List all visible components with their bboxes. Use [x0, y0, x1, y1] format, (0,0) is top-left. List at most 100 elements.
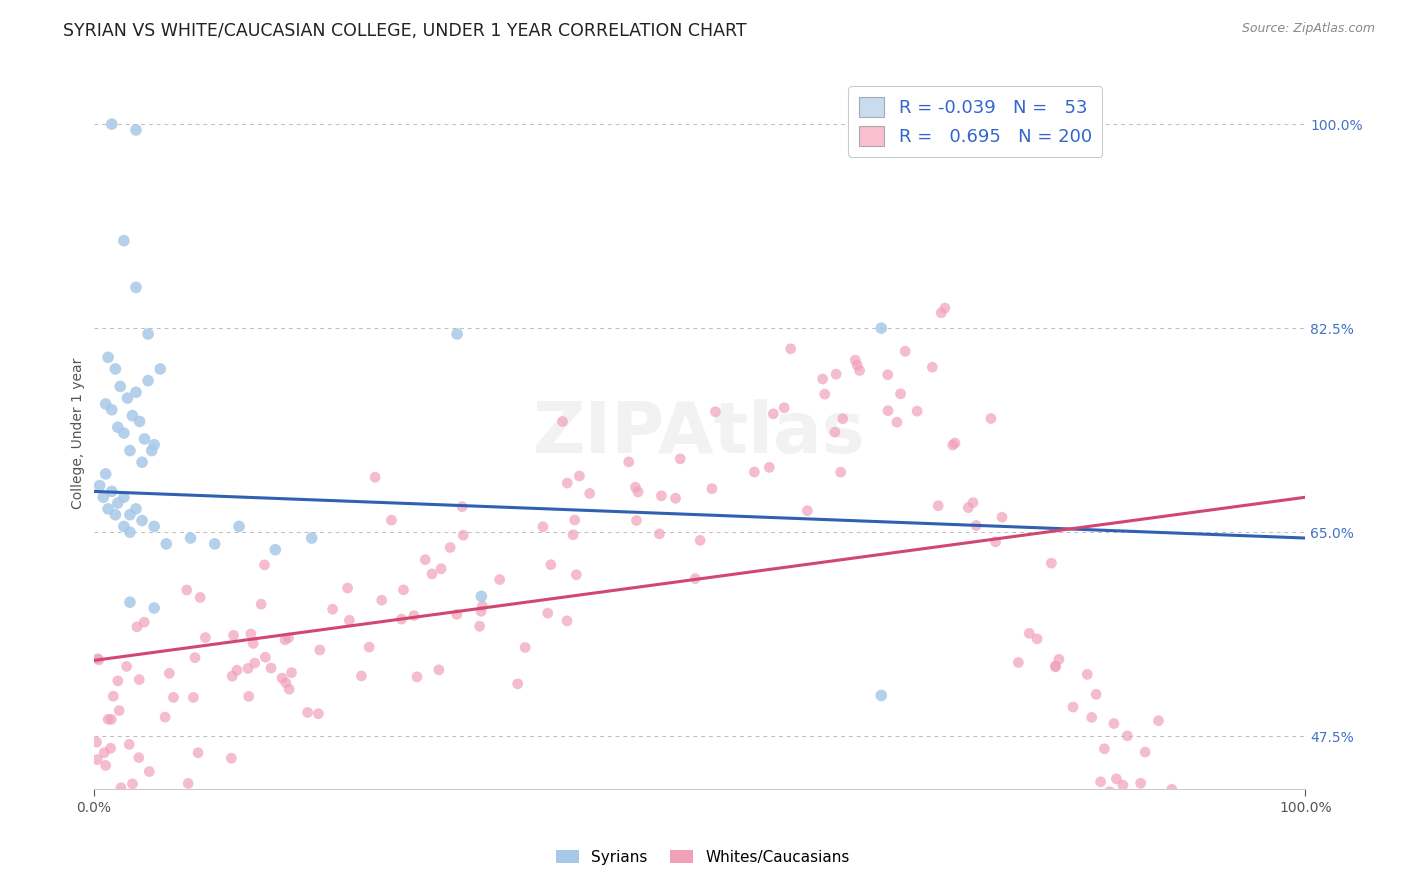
Point [278, 682, 301, 697]
Point [337, 613, 360, 627]
Point [301, 531, 323, 545]
Point [1047, 652, 1070, 666]
Point [984, 534, 1007, 549]
Point [125, 385, 148, 400]
Point [128, 750, 150, 764]
Point [180, 531, 202, 545]
Point [991, 510, 1014, 524]
Point [94, 397, 117, 411]
Point [1090, 774, 1112, 789]
Point [125, 797, 148, 812]
Point [1045, 659, 1067, 673]
Point [131, 514, 153, 528]
Point [89, 478, 111, 492]
Point [704, 405, 727, 419]
Point [779, 342, 801, 356]
Point [957, 500, 980, 515]
Point [870, 321, 893, 335]
Point [742, 465, 765, 479]
Point [758, 460, 780, 475]
Point [905, 404, 928, 418]
Point [648, 527, 671, 541]
Point [392, 582, 415, 597]
Point [131, 796, 153, 810]
Point [100, 484, 122, 499]
Point [91, 825, 114, 839]
Point [100, 402, 122, 417]
Point [391, 612, 413, 626]
Point [562, 528, 585, 542]
Point [1178, 870, 1201, 884]
Point [236, 661, 259, 675]
Point [308, 643, 330, 657]
Point [107, 673, 129, 688]
Point [177, 776, 200, 790]
Point [470, 604, 492, 618]
Point [1026, 632, 1049, 646]
Point [877, 403, 900, 417]
Point [364, 470, 387, 484]
Point [1076, 667, 1098, 681]
Point [1143, 808, 1166, 822]
Point [773, 401, 796, 415]
Point [531, 520, 554, 534]
Point [112, 519, 135, 533]
Point [1192, 819, 1215, 833]
Point [1125, 813, 1147, 827]
Point [451, 500, 474, 514]
Point [762, 407, 785, 421]
Point [848, 363, 870, 377]
Point [125, 502, 148, 516]
Point [254, 650, 277, 665]
Point [143, 601, 166, 615]
Point [322, 602, 344, 616]
Point [112, 490, 135, 504]
Point [107, 496, 129, 510]
Point [125, 620, 148, 634]
Point [359, 640, 381, 654]
Point [134, 432, 156, 446]
Point [814, 387, 837, 401]
Point [100, 117, 122, 131]
Point [1133, 745, 1156, 759]
Point [1201, 876, 1223, 890]
Point [380, 513, 402, 527]
Point [239, 627, 262, 641]
Point [664, 491, 686, 506]
Point [115, 659, 138, 673]
Point [1040, 556, 1063, 570]
Point [183, 690, 205, 705]
Point [226, 663, 249, 677]
Point [100, 741, 122, 756]
Point [118, 738, 141, 752]
Point [87, 653, 110, 667]
Point [134, 615, 156, 630]
Point [796, 504, 818, 518]
Point [86, 796, 108, 810]
Point [187, 746, 209, 760]
Point [94, 758, 117, 772]
Point [184, 650, 207, 665]
Point [1094, 791, 1116, 805]
Point [153, 710, 176, 724]
Point [149, 362, 172, 376]
Point [117, 391, 139, 405]
Point [669, 451, 692, 466]
Point [110, 780, 132, 795]
Point [136, 326, 159, 341]
Point [103, 690, 125, 704]
Point [439, 541, 461, 555]
Point [831, 411, 853, 425]
Point [280, 665, 302, 680]
Point [1018, 626, 1040, 640]
Point [1160, 782, 1182, 797]
Point [927, 499, 949, 513]
Point [162, 690, 184, 705]
Point [427, 663, 450, 677]
Point [846, 358, 869, 372]
Point [125, 123, 148, 137]
Point [1080, 710, 1102, 724]
Point [204, 537, 226, 551]
Point [921, 360, 943, 375]
Point [565, 567, 588, 582]
